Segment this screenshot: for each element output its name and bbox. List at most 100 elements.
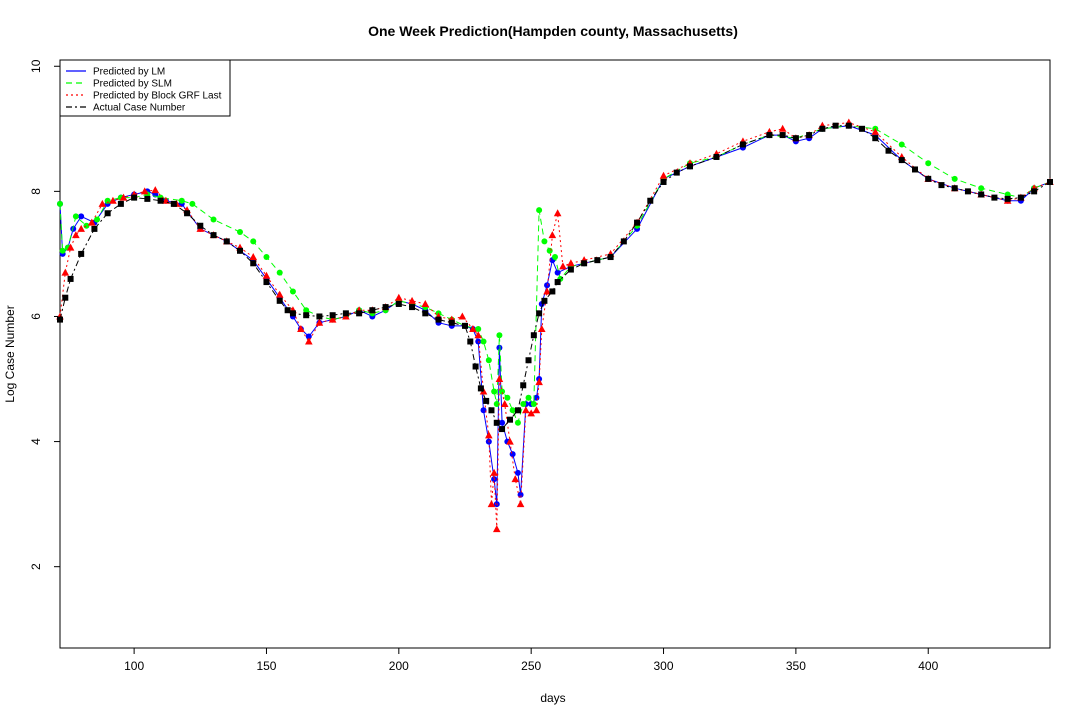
data-point <box>792 135 799 142</box>
data-point <box>549 288 556 295</box>
legend-box <box>59 59 231 117</box>
data-point <box>382 304 389 311</box>
x-tick-label: 100 <box>124 659 144 673</box>
series-line <box>59 125 1051 505</box>
x-tick-label: 300 <box>654 659 674 673</box>
data-point <box>660 178 667 185</box>
series-2 <box>56 118 1054 533</box>
data-point <box>303 307 310 314</box>
data-point <box>845 122 852 129</box>
data-point <box>408 296 416 304</box>
data-point <box>57 316 63 323</box>
data-point <box>284 307 291 314</box>
data-point <box>506 437 514 445</box>
data-point <box>536 207 543 214</box>
data-point <box>647 197 654 204</box>
data-point <box>485 431 493 439</box>
data-point <box>532 406 541 414</box>
x-tick-label: 350 <box>786 659 806 673</box>
data-point <box>493 419 500 426</box>
data-point <box>117 200 124 207</box>
x-tick-label: 200 <box>389 659 409 673</box>
data-point <box>594 257 601 264</box>
series-line <box>59 125 1051 430</box>
data-point <box>499 426 506 433</box>
data-point <box>98 199 107 207</box>
data-point <box>766 132 773 139</box>
data-point <box>634 219 641 226</box>
data-point <box>189 200 196 207</box>
x-tick-label: 250 <box>521 659 541 673</box>
data-point <box>520 382 527 389</box>
data-point <box>509 451 516 458</box>
data-point <box>483 397 490 404</box>
data-point <box>806 132 813 139</box>
data-point <box>57 200 63 207</box>
data-point <box>490 468 498 476</box>
y-axis: 2 4 6 8 10 <box>29 59 60 570</box>
data-point <box>554 279 561 286</box>
data-point <box>249 253 258 261</box>
data-point <box>485 357 492 364</box>
data-point <box>488 407 495 414</box>
data-point <box>262 271 271 279</box>
data-point <box>535 378 543 386</box>
data-point <box>297 324 305 332</box>
y-tick-label: 2 <box>29 563 43 570</box>
data-point <box>951 175 958 182</box>
data-point <box>514 469 521 476</box>
x-axis-label: days <box>540 691 565 705</box>
data-point <box>620 238 627 245</box>
data-point <box>504 394 511 401</box>
data-point <box>170 200 177 207</box>
data-point <box>536 310 543 317</box>
data-point <box>369 307 376 314</box>
data-point <box>395 293 403 301</box>
data-point <box>541 297 548 304</box>
data-point <box>522 406 530 414</box>
data-point <box>511 475 520 483</box>
data-point <box>462 322 468 329</box>
data-point <box>673 169 680 176</box>
data-point <box>109 196 117 204</box>
data-point <box>77 224 85 232</box>
data-point <box>178 197 185 204</box>
data-point <box>500 400 509 408</box>
data-point <box>480 407 487 414</box>
data-point <box>687 163 693 170</box>
data-point <box>871 127 880 135</box>
data-point <box>527 409 535 417</box>
series-line <box>59 125 1051 425</box>
data-point <box>72 213 79 220</box>
legend-label: Predicted by Block GRF Last <box>93 91 222 102</box>
data-point <box>530 401 537 408</box>
data-point <box>67 275 74 282</box>
x-axis: 100 150 200 250 300 350 400 <box>124 648 939 673</box>
data-point <box>491 388 498 395</box>
legend-label: Predicted by LM <box>93 67 165 78</box>
data-point <box>509 407 516 414</box>
data-point <box>1031 188 1038 195</box>
data-point <box>289 288 296 295</box>
data-point <box>499 388 506 395</box>
data-point <box>250 260 257 267</box>
data-point <box>496 344 503 351</box>
data-point <box>559 262 567 270</box>
data-point <box>263 254 270 261</box>
data-point <box>289 310 296 317</box>
data-point <box>87 218 96 226</box>
data-point <box>131 194 138 201</box>
data-point <box>543 287 551 295</box>
data-point <box>898 141 905 148</box>
data-point <box>316 313 323 320</box>
y-tick-label: 8 <box>29 188 43 195</box>
data-point <box>237 229 243 236</box>
data-point <box>525 357 532 364</box>
series-layer <box>56 118 1054 533</box>
legend-label: Actual Case Number <box>93 103 186 114</box>
data-point <box>1047 178 1053 185</box>
series-0 <box>57 122 1053 508</box>
data-point <box>305 337 313 345</box>
y-tick-label: 10 <box>29 59 43 73</box>
